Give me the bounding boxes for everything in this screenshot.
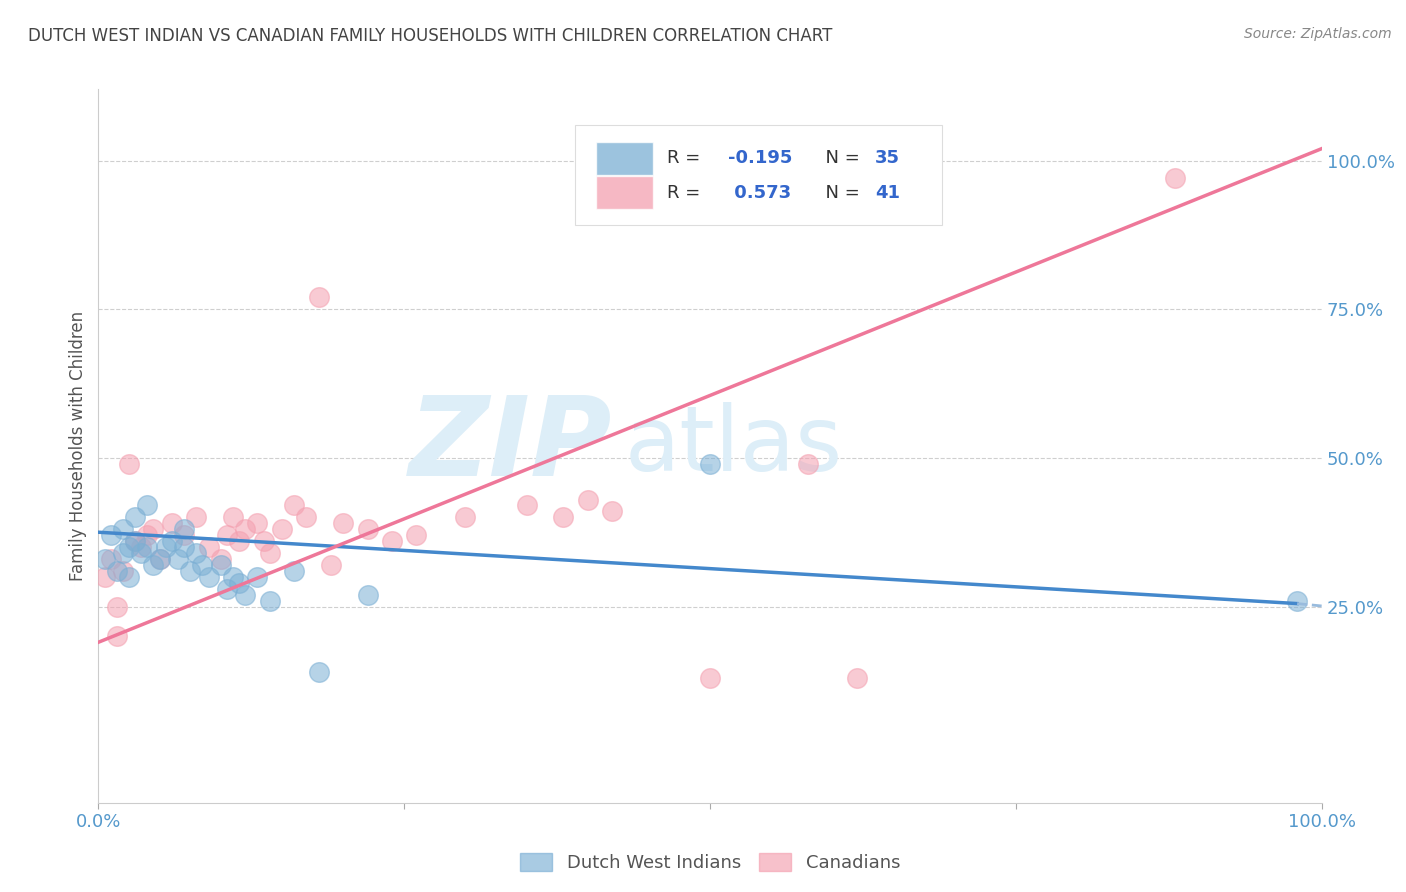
Point	[228, 575, 250, 590]
Text: 0.573: 0.573	[728, 184, 792, 202]
Point	[600, 504, 623, 518]
Point	[246, 570, 269, 584]
Point	[149, 552, 172, 566]
Point	[142, 522, 165, 536]
Point	[155, 540, 177, 554]
Point	[233, 588, 256, 602]
Text: ZIP: ZIP	[409, 392, 612, 500]
Point	[105, 599, 128, 614]
Point	[111, 546, 134, 560]
Point	[93, 552, 115, 566]
Point	[197, 540, 219, 554]
Point	[129, 540, 152, 554]
Point	[699, 457, 721, 471]
Point	[381, 534, 404, 549]
Point	[149, 552, 172, 566]
Point	[356, 588, 378, 602]
Point	[405, 528, 427, 542]
Point	[136, 528, 159, 542]
Point	[797, 457, 820, 471]
Point	[332, 516, 354, 531]
Point	[124, 534, 146, 549]
Point	[118, 570, 141, 584]
Text: 35: 35	[875, 150, 900, 168]
Text: -0.195: -0.195	[728, 150, 793, 168]
Point	[845, 671, 868, 685]
FancyBboxPatch shape	[575, 125, 942, 225]
Text: N =: N =	[814, 184, 866, 202]
Point	[197, 570, 219, 584]
Point	[186, 510, 208, 524]
Point	[308, 290, 330, 304]
FancyBboxPatch shape	[596, 142, 652, 175]
Point	[246, 516, 269, 531]
Point	[215, 582, 238, 596]
Point	[209, 558, 232, 572]
FancyBboxPatch shape	[596, 177, 652, 209]
Point	[179, 564, 201, 578]
Point	[356, 522, 378, 536]
Point	[100, 528, 122, 542]
Point	[173, 522, 195, 536]
Point	[209, 552, 232, 566]
Text: DUTCH WEST INDIAN VS CANADIAN FAMILY HOUSEHOLDS WITH CHILDREN CORRELATION CHART: DUTCH WEST INDIAN VS CANADIAN FAMILY HOU…	[28, 27, 832, 45]
Text: Source: ZipAtlas.com: Source: ZipAtlas.com	[1244, 27, 1392, 41]
Point	[515, 499, 537, 513]
Point	[105, 629, 128, 643]
Point	[454, 510, 477, 524]
Point	[124, 510, 146, 524]
Point	[173, 528, 195, 542]
Text: R =: R =	[668, 150, 706, 168]
Text: N =: N =	[814, 150, 866, 168]
Point	[167, 552, 190, 566]
Point	[93, 570, 115, 584]
Point	[124, 534, 146, 549]
Point	[1164, 171, 1187, 186]
Point	[118, 457, 141, 471]
Point	[228, 534, 250, 549]
Point	[283, 499, 305, 513]
Point	[319, 558, 342, 572]
Point	[295, 510, 318, 524]
Point	[160, 534, 183, 549]
Point	[233, 522, 256, 536]
Point	[105, 564, 128, 578]
Point	[118, 540, 141, 554]
Point	[136, 540, 159, 554]
Point	[191, 558, 214, 572]
Point	[215, 528, 238, 542]
Text: R =: R =	[668, 184, 706, 202]
Point	[576, 492, 599, 507]
Point	[252, 534, 274, 549]
Point	[222, 510, 245, 524]
Point	[222, 570, 245, 584]
Point	[283, 564, 305, 578]
Point	[173, 540, 195, 554]
Text: 41: 41	[875, 184, 900, 202]
Point	[160, 516, 183, 531]
Point	[270, 522, 294, 536]
Point	[136, 499, 159, 513]
Point	[129, 546, 152, 560]
Text: atlas: atlas	[624, 402, 842, 490]
Legend: Dutch West Indians, Canadians: Dutch West Indians, Canadians	[512, 846, 908, 880]
Point	[186, 546, 208, 560]
Point	[111, 522, 134, 536]
Point	[1286, 593, 1309, 607]
Y-axis label: Family Households with Children: Family Households with Children	[69, 311, 87, 581]
Point	[111, 564, 134, 578]
Point	[553, 510, 575, 524]
Point	[259, 593, 281, 607]
Point	[259, 546, 281, 560]
Point	[100, 552, 122, 566]
Point	[142, 558, 165, 572]
Point	[308, 665, 330, 679]
Point	[699, 671, 721, 685]
